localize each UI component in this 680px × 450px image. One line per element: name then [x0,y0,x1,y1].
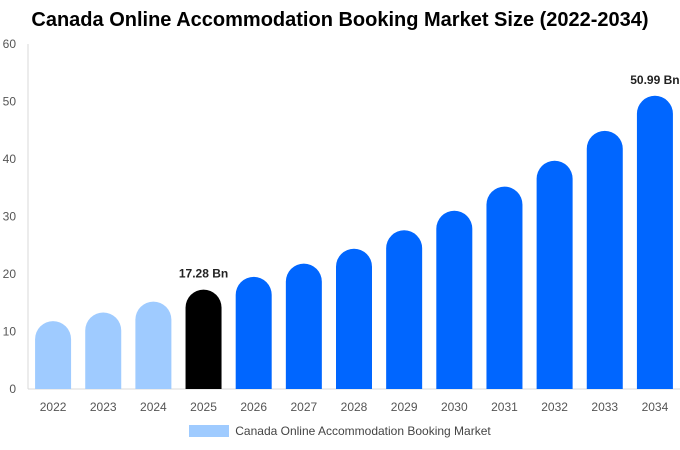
bar-2029 [386,230,423,389]
bar-2024 [135,301,172,389]
bar-2031 [486,186,523,389]
data-label-2034: 50.99 Bn [630,73,679,87]
x-tick-label: 2030 [441,400,468,414]
x-tick-label: 2031 [491,400,518,414]
data-label-2025: 17.28 Bn [179,267,228,281]
bar-2022 [35,321,72,389]
x-tick-label: 2029 [391,400,418,414]
x-tick-label: 2032 [541,400,568,414]
y-tick-label: 20 [3,267,17,281]
legend: Canada Online Accommodation Booking Mark… [0,424,680,438]
y-tick-label: 10 [3,325,17,339]
bar-2025 [185,289,222,389]
x-tick-label: 2022 [40,400,67,414]
x-tick-label: 2033 [591,400,618,414]
y-tick-label: 50 [3,95,17,109]
bar-2026 [235,276,272,389]
bar-2030 [436,210,473,389]
bar-2027 [285,263,322,389]
y-tick-label: 0 [9,382,16,396]
y-tick-label: 60 [3,37,17,51]
x-tick-label: 2026 [240,400,267,414]
legend-swatch [189,425,230,437]
x-tick-label: 2025 [190,400,217,414]
bar-2034 [636,95,673,390]
legend-label: Canada Online Accommodation Booking Mark… [235,424,491,438]
bar-2033 [586,130,623,389]
x-tick-label: 2024 [140,400,167,414]
bar-2023 [85,312,122,389]
y-tick-label: 40 [3,152,17,166]
x-tick-label: 2034 [642,400,669,414]
x-tick-label: 2023 [90,400,117,414]
bar-2032 [536,160,573,389]
chart-title: Canada Online Accommodation Booking Mark… [31,9,649,31]
y-tick-label: 30 [3,210,17,224]
x-tick-label: 2028 [341,400,368,414]
x-tick-label: 2027 [290,400,317,414]
bar-2028 [336,248,372,389]
